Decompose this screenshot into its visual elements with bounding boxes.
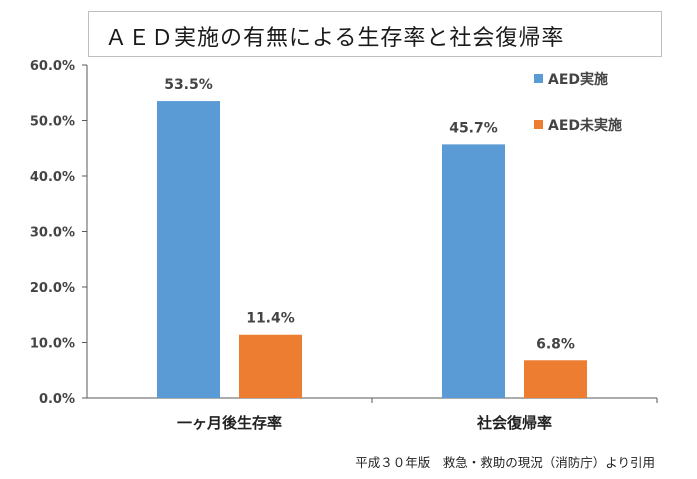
y-tick-label: 10.0%	[30, 337, 75, 352]
bar	[239, 334, 302, 398]
data-label: 11.4%	[246, 311, 295, 327]
bar	[442, 144, 505, 398]
y-tick-label: 40.0%	[30, 170, 75, 185]
x-category-label: 社会復帰率	[476, 414, 552, 432]
legend-swatch	[534, 74, 543, 83]
x-category-label: 一ヶ月後生存率	[177, 414, 282, 432]
source-note: 平成３０年版 救急・救助の現況（消防庁）より引用	[355, 455, 655, 470]
data-label: 6.8%	[536, 336, 575, 352]
bar	[157, 101, 220, 398]
legend-label: AED実施	[548, 71, 608, 88]
legend-swatch	[534, 120, 543, 129]
chart-title: ＡＥＤ実施の有無による生存率と社会復帰率	[105, 26, 565, 51]
y-tick-label: 60.0%	[30, 59, 75, 74]
chart-title-box: ＡＥＤ実施の有無による生存率と社会復帰率	[88, 11, 662, 57]
legend-label: AED未実施	[548, 117, 622, 134]
y-tick-label: 30.0%	[30, 226, 75, 241]
bar	[524, 360, 587, 398]
data-label: 45.7%	[449, 120, 498, 136]
y-tick-label: 20.0%	[30, 281, 75, 296]
data-label: 53.5%	[164, 77, 213, 93]
y-tick-label: 50.0%	[30, 115, 75, 130]
y-tick-label: 0.0%	[39, 392, 75, 407]
